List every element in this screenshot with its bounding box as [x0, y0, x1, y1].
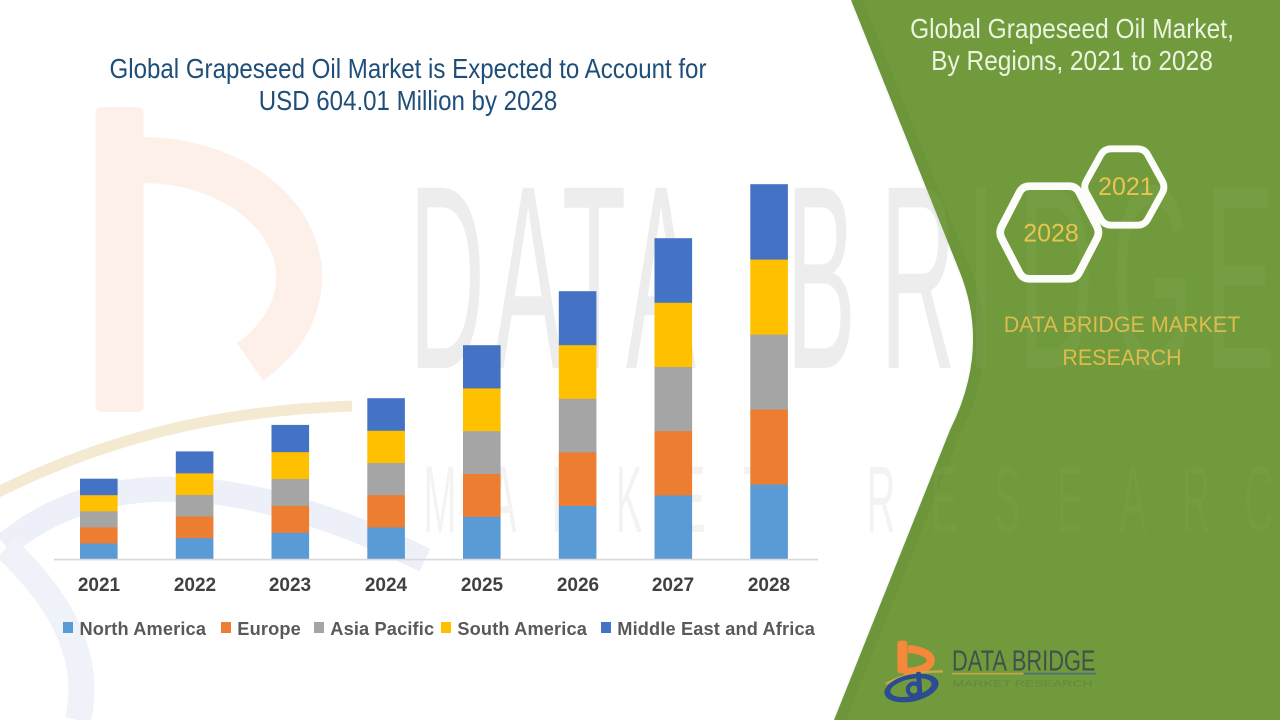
svg-text:E: E — [1057, 447, 1084, 553]
svg-text:2028: 2028 — [1023, 219, 1079, 247]
svg-text:2021: 2021 — [1098, 173, 1154, 201]
svg-text:DATA BRIDGE: DATA BRIDGE — [952, 645, 1096, 677]
svg-text:R: R — [867, 447, 896, 553]
svg-text:G: G — [1111, 132, 1193, 425]
svg-text:E: E — [1205, 132, 1275, 425]
svg-text:A: A — [493, 132, 563, 425]
svg-text:I: I — [966, 132, 995, 425]
svg-text:MARKET RESEARCH: MARKET RESEARCH — [953, 679, 1093, 689]
svg-text:C: C — [1245, 447, 1274, 553]
svg-text:S: S — [994, 447, 1021, 553]
svg-text:M: M — [423, 447, 456, 553]
svg-text:K: K — [616, 447, 643, 553]
svg-text:B: B — [786, 132, 856, 425]
svg-text:R: R — [1182, 447, 1211, 553]
svg-text:A: A — [1120, 447, 1147, 553]
